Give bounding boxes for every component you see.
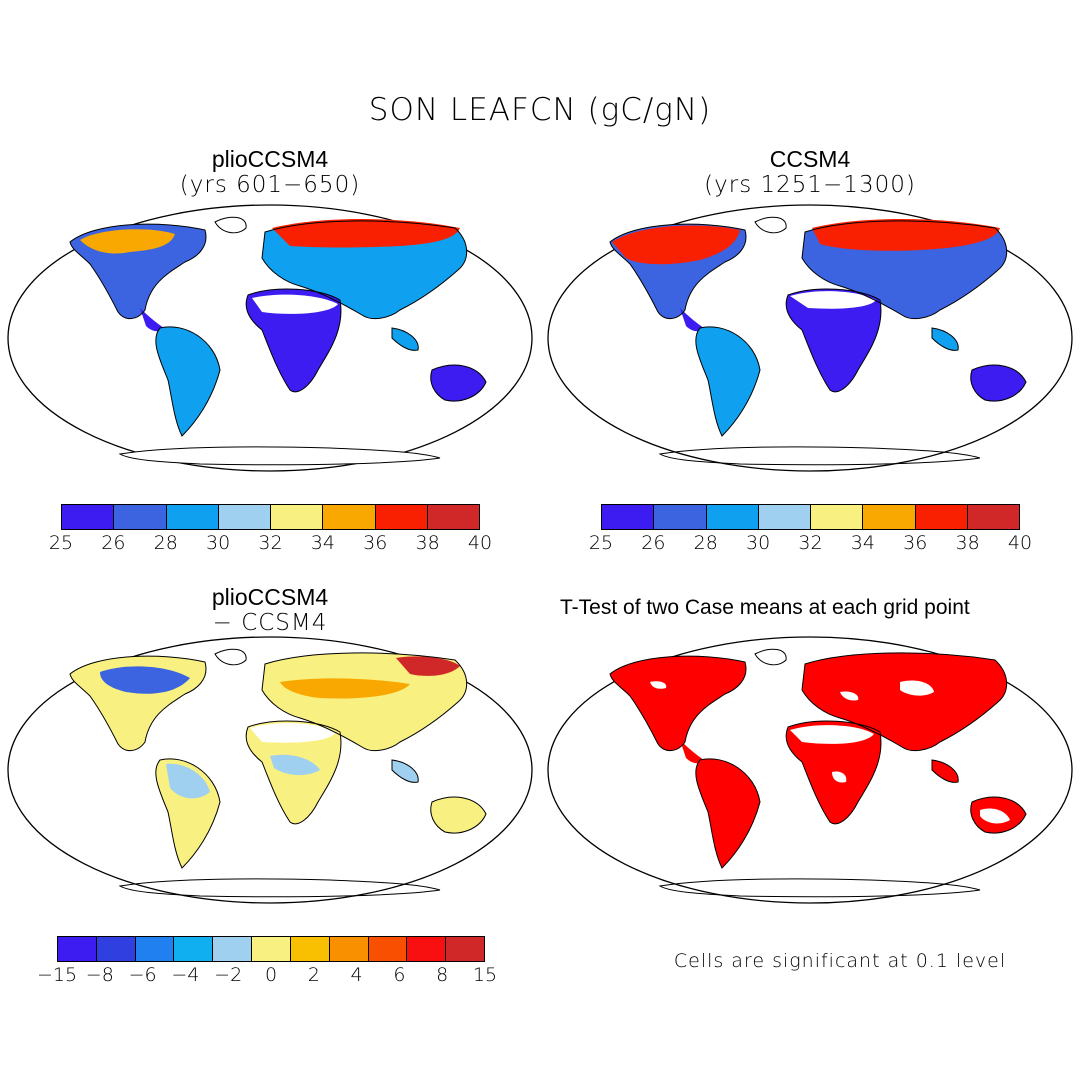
colorbar-tick-label: −4 <box>171 964 200 986</box>
colorbar-swatch <box>58 937 97 961</box>
colorbar-tick-label: 28 <box>153 532 178 554</box>
panel-title-difference: plioCCSM4 <box>211 584 329 610</box>
colorbar-labels-plioccsm4: 25 26 28 30 32 34 36 38 40 <box>49 532 492 556</box>
coastlines <box>69 216 487 466</box>
colorbar-tick-label: 32 <box>798 532 823 554</box>
colorbar-tick-label: 0 <box>264 964 278 986</box>
colorbar-swatch <box>654 505 707 529</box>
colorbar-swatch <box>135 937 175 961</box>
colorbar-difference <box>57 936 485 962</box>
colorbar-swatch <box>863 505 916 529</box>
colorbar-tick-label: 8 <box>436 964 449 986</box>
colorbar-swatch <box>271 505 324 529</box>
colorbar-swatch <box>323 505 376 529</box>
colorbar-tick-label: 15 <box>472 964 498 986</box>
colorbar-swatch <box>706 505 759 529</box>
colorbar-tick-label: 26 <box>101 532 126 554</box>
map-plioccsm4 <box>7 204 533 472</box>
colorbar-tick-label: 25 <box>48 532 74 554</box>
panel-subtitle-difference: − CCSM4 <box>212 610 328 636</box>
colorbar-tick-label: 6 <box>393 964 406 986</box>
colorbar-tick-label: 30 <box>746 532 771 554</box>
non-significant-cells <box>650 680 1010 824</box>
figure-title: SON LEAFCN (gC/gN) <box>368 92 712 128</box>
colorbar-tick-label: 25 <box>588 532 614 554</box>
colorbar-tick-label: 34 <box>310 532 335 554</box>
colorbar-tick-label: 34 <box>850 532 875 554</box>
significance-note: Cells are significant at 0.1 level <box>673 950 1007 972</box>
colorbar-swatch <box>174 937 214 961</box>
colorbar-swatch <box>967 505 1019 529</box>
colorbar-tick-label: 36 <box>903 532 928 554</box>
colorbar-swatch <box>252 937 291 961</box>
colorbar-tick-label: 4 <box>350 964 363 986</box>
colorbar-swatch <box>602 505 655 529</box>
colorbar-tick-label: −2 <box>214 964 243 986</box>
colorbar-swatch <box>446 937 484 961</box>
colorbar-labels-ccsm4: 25 26 28 30 32 34 36 38 40 <box>589 532 1032 556</box>
map-difference <box>7 636 533 904</box>
panel-title-plio: plioCCSM4 <box>211 146 329 172</box>
colorbar-swatch <box>329 937 369 961</box>
land-fill <box>70 219 486 465</box>
colorbar-tick-label: 38 <box>415 532 440 554</box>
colorbar-tick-label: 26 <box>641 532 666 554</box>
panel-title-ttest: T-Test of two Case means at each grid po… <box>560 596 970 619</box>
panel-subtitle-plio: (yrs 601−650) <box>179 172 361 198</box>
coastlines <box>609 648 1027 898</box>
colorbar-tick-label: −8 <box>85 964 114 986</box>
colorbar-swatch <box>96 937 136 961</box>
colorbar-swatch <box>915 505 968 529</box>
colorbar-swatch <box>407 937 447 961</box>
panel-title-ccsm4: CCSM4 <box>769 146 851 172</box>
colorbar-tick-label: 40 <box>467 532 493 554</box>
colorbar-tick-label: 38 <box>955 532 980 554</box>
colorbar-swatch <box>368 937 408 961</box>
coastlines <box>609 216 1027 466</box>
colorbar-tick-label: 28 <box>693 532 718 554</box>
colorbar-labels-difference: −15 −8 −6 −4 −2 0 2 4 6 8 15 <box>37 964 497 988</box>
colorbar-tick-label: 30 <box>206 532 231 554</box>
significant-cells <box>610 652 1026 868</box>
colorbar-tick-label: 40 <box>1007 532 1033 554</box>
colorbar-tick-label: 36 <box>363 532 388 554</box>
colorbar-tick-label: −15 <box>36 964 78 986</box>
colorbar-swatch <box>62 505 115 529</box>
colorbar-swatch <box>811 505 864 529</box>
panel-subtitle-ccsm4: (yrs 1251−1300) <box>704 172 916 198</box>
colorbar-swatch <box>290 937 330 961</box>
colorbar-tick-label: 32 <box>258 532 283 554</box>
map-ccsm4 <box>547 204 1073 472</box>
land-fill <box>70 652 486 868</box>
map-ttest <box>547 636 1073 904</box>
colorbar-plioccsm4 <box>61 504 480 530</box>
colorbar-swatch <box>218 505 271 529</box>
colorbar-tick-label: 2 <box>307 964 320 986</box>
coastlines <box>69 648 487 898</box>
colorbar-swatch <box>114 505 167 529</box>
land-fill <box>610 219 1026 436</box>
colorbar-tick-label: −6 <box>128 964 157 986</box>
colorbar-swatch <box>758 505 811 529</box>
colorbar-swatch <box>375 505 428 529</box>
colorbar-swatch <box>166 505 219 529</box>
colorbar-swatch <box>427 505 479 529</box>
colorbar-ccsm4 <box>601 504 1020 530</box>
colorbar-swatch <box>213 937 253 961</box>
